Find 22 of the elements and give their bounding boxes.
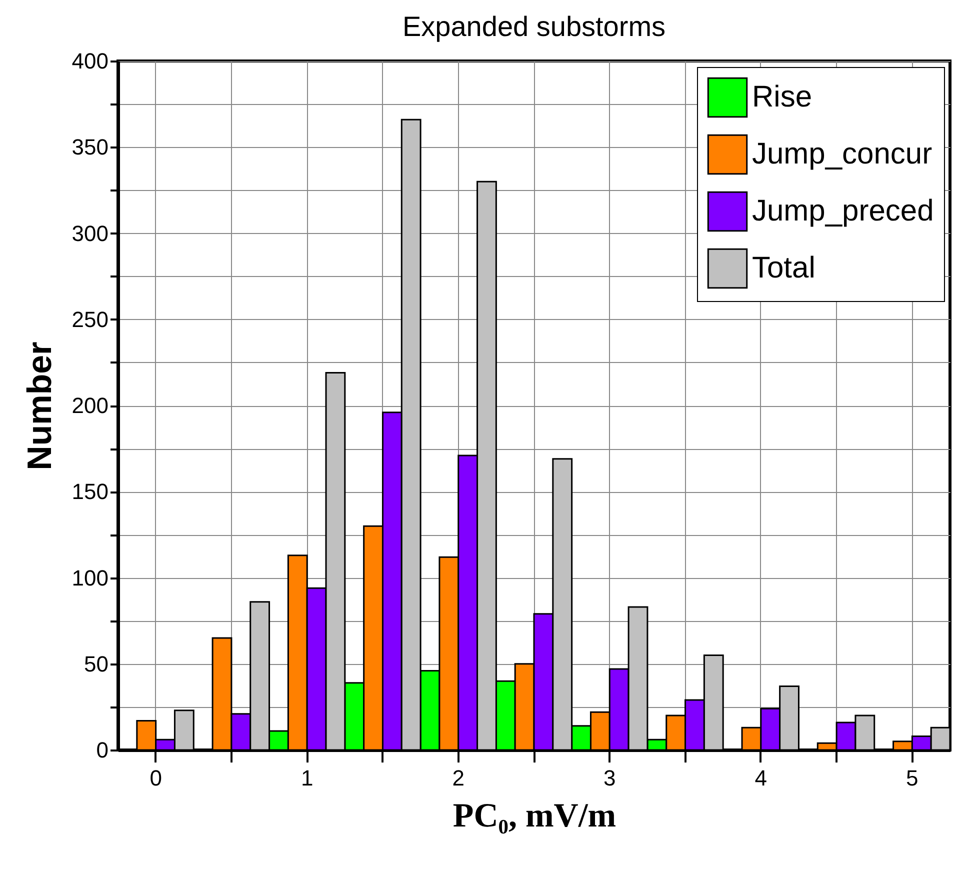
y-tick-label: 150 <box>72 479 108 504</box>
x-tick-label: 2 <box>452 766 464 790</box>
y-tick-label: 100 <box>72 565 108 590</box>
legend-label: Jump_preced <box>752 194 934 228</box>
x-tick-label: 0 <box>150 766 162 790</box>
y-tick-label: 0 <box>96 738 108 762</box>
y-tick-label: 200 <box>72 393 108 418</box>
y-tick-label: 250 <box>72 306 108 332</box>
x-tick-label: 5 <box>906 766 918 790</box>
x-tick-label: 1 <box>300 766 314 790</box>
y-tick-label: 300 <box>72 220 108 246</box>
legend-label: Jump_concur <box>752 138 932 170</box>
x-tick-label: 3 <box>604 766 616 790</box>
y-tick-label: 400 <box>72 48 108 74</box>
chart-title: Expanded substorms <box>402 11 666 42</box>
legend-label: Rise <box>752 80 812 114</box>
y-tick-label: 50 <box>84 651 108 676</box>
y-axis-title: Number <box>20 342 59 470</box>
x-tick-label: 4 <box>754 766 768 790</box>
legend-label: Total <box>752 252 816 284</box>
x-axis-title: PC₀, mV/m <box>452 798 616 834</box>
y-tick-label: 350 <box>72 134 108 160</box>
